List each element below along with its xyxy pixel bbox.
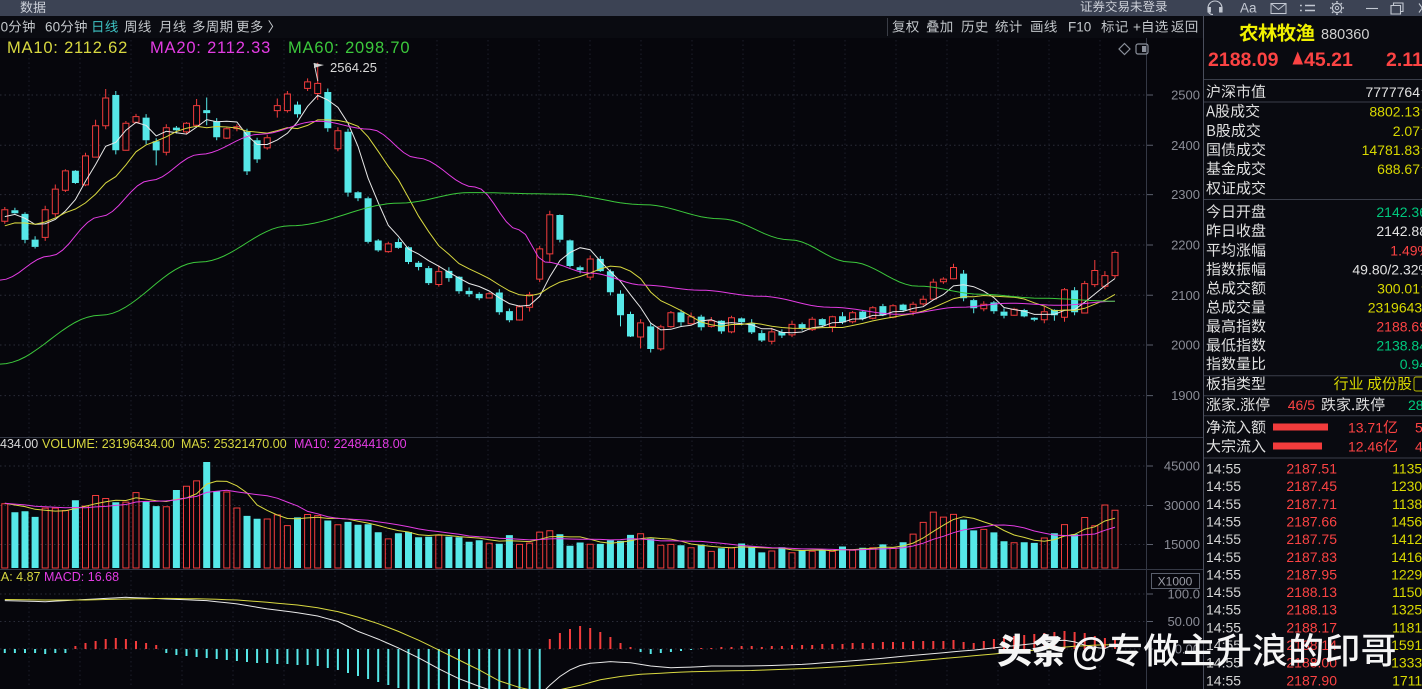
svg-text:14:55: 14:55 bbox=[1206, 672, 1241, 688]
svg-text:23196434: 23196434 bbox=[1368, 300, 1422, 316]
svg-text:688.67: 688.67 bbox=[1377, 161, 1420, 177]
svg-text:MACD: 16.68: MACD: 16.68 bbox=[44, 570, 119, 584]
svg-text:11503: 11503 bbox=[1392, 584, 1422, 600]
svg-text:14123: 14123 bbox=[1391, 531, 1422, 547]
svg-text:49.80/2.32%: 49.80/2.32% bbox=[1352, 262, 1422, 278]
svg-text:14167: 14167 bbox=[1391, 549, 1422, 565]
svg-text:880360: 880360 bbox=[1321, 27, 1369, 43]
svg-text:46/5: 46/5 bbox=[1288, 397, 1315, 413]
svg-text:14:55: 14:55 bbox=[1206, 531, 1241, 547]
svg-text:13257: 13257 bbox=[1391, 602, 1422, 618]
svg-text:1900: 1900 bbox=[1171, 388, 1200, 403]
svg-text:300.01: 300.01 bbox=[1377, 281, 1420, 297]
svg-text:X1000: X1000 bbox=[1158, 575, 1193, 589]
svg-text:100.0: 100.0 bbox=[1167, 587, 1200, 602]
svg-text:13.71: 13.71 bbox=[1348, 420, 1383, 436]
svg-text:2564.25: 2564.25 bbox=[330, 60, 377, 75]
svg-text:14:55: 14:55 bbox=[1206, 566, 1241, 582]
svg-text:2187.71: 2187.71 bbox=[1286, 496, 1337, 512]
svg-text:14781.83: 14781.83 bbox=[1362, 142, 1421, 158]
svg-text:2300: 2300 bbox=[1171, 187, 1200, 202]
svg-text:1.49%: 1.49% bbox=[1390, 243, 1422, 259]
svg-text:2188.17: 2188.17 bbox=[1286, 619, 1337, 635]
svg-text:2188.09: 2188.09 bbox=[1208, 49, 1279, 71]
svg-text:45.21: 45.21 bbox=[1304, 49, 1353, 71]
svg-text:15913: 15913 bbox=[1391, 637, 1422, 653]
svg-text:14:55: 14:55 bbox=[1206, 496, 1241, 512]
svg-text:2188.13: 2188.13 bbox=[1286, 584, 1337, 600]
svg-text:14:55: 14:55 bbox=[1206, 584, 1241, 600]
svg-text:F10: F10 bbox=[1068, 20, 1091, 35]
svg-text:11357: 11357 bbox=[1392, 461, 1422, 477]
svg-text:14:55: 14:55 bbox=[1206, 619, 1241, 635]
svg-text:14:55: 14:55 bbox=[1206, 602, 1241, 618]
svg-text:MA5: 25321470.00: MA5: 25321470.00 bbox=[181, 437, 287, 451]
svg-text:14:55: 14:55 bbox=[1206, 478, 1241, 494]
svg-text:2.07: 2.07 bbox=[1393, 123, 1420, 139]
svg-text:2187.83: 2187.83 bbox=[1286, 549, 1337, 565]
svg-text:2188.00: 2188.00 bbox=[1286, 655, 1337, 671]
svg-text:12297: 12297 bbox=[1391, 566, 1422, 582]
svg-text:MA10: 22484418.00: MA10: 22484418.00 bbox=[294, 437, 407, 451]
svg-text:6: 6 bbox=[45, 20, 53, 35]
svg-text:2187.90: 2187.90 bbox=[1286, 672, 1337, 688]
svg-text:2500: 2500 bbox=[1171, 88, 1200, 103]
svg-text:17113: 17113 bbox=[1392, 672, 1422, 688]
svg-text:MA20: 2112.33: MA20: 2112.33 bbox=[150, 39, 271, 57]
svg-text:45000: 45000 bbox=[1164, 459, 1200, 474]
svg-text:7777764: 7777764 bbox=[1365, 84, 1420, 100]
svg-text:14:55: 14:55 bbox=[1206, 549, 1241, 565]
svg-text:2187.66: 2187.66 bbox=[1286, 513, 1337, 529]
svg-text:2187.95: 2187.95 bbox=[1286, 566, 1337, 582]
svg-text:Aa: Aa bbox=[1240, 1, 1257, 16]
svg-text:2187.45: 2187.45 bbox=[1286, 478, 1337, 494]
svg-text:2100: 2100 bbox=[1171, 288, 1200, 303]
svg-text:14567: 14567 bbox=[1391, 513, 1422, 529]
svg-text:2400: 2400 bbox=[1171, 138, 1200, 153]
svg-text:14:55: 14:55 bbox=[1206, 461, 1241, 477]
svg-text:0: 0 bbox=[1, 20, 9, 35]
svg-text:MA10: 2112.62: MA10: 2112.62 bbox=[7, 39, 128, 57]
svg-text:13337: 13337 bbox=[1391, 655, 1422, 671]
svg-text:2142.36: 2142.36 bbox=[1376, 204, 1422, 220]
svg-text:0: 0 bbox=[53, 20, 61, 35]
svg-text:+: + bbox=[1133, 20, 1141, 35]
svg-text:2000: 2000 bbox=[1171, 338, 1200, 353]
svg-text:434.00: 434.00 bbox=[0, 437, 38, 451]
svg-text:11387: 11387 bbox=[1392, 496, 1422, 512]
svg-text:14:55: 14:55 bbox=[1206, 513, 1241, 529]
svg-text:30000: 30000 bbox=[1164, 498, 1200, 513]
svg-text:2187.51: 2187.51 bbox=[1286, 461, 1337, 477]
svg-text:2188.69: 2188.69 bbox=[1376, 319, 1422, 335]
svg-text:2.11%: 2.11% bbox=[1386, 49, 1422, 71]
svg-text:50.00: 50.00 bbox=[1167, 614, 1200, 629]
svg-text:4: 4 bbox=[1415, 439, 1422, 455]
svg-text:12.46: 12.46 bbox=[1348, 439, 1383, 455]
svg-text:3: 3 bbox=[0, 20, 1, 35]
svg-text:8802.13: 8802.13 bbox=[1369, 104, 1420, 120]
svg-text:12303: 12303 bbox=[1391, 478, 1422, 494]
svg-text:2200: 2200 bbox=[1171, 238, 1200, 253]
svg-text:2188.13: 2188.13 bbox=[1286, 602, 1337, 618]
svg-text:0.94: 0.94 bbox=[1400, 356, 1422, 372]
svg-text:11817: 11817 bbox=[1392, 619, 1422, 635]
svg-text:MA60: 2098.70: MA60: 2098.70 bbox=[288, 39, 410, 57]
svg-text:2138.84: 2138.84 bbox=[1376, 338, 1422, 354]
svg-text:5: 5 bbox=[1415, 420, 1422, 436]
svg-text:2187.75: 2187.75 bbox=[1286, 531, 1337, 547]
svg-text:DEA: 4.87: DEA: 4.87 bbox=[0, 570, 41, 584]
svg-text:28/: 28/ bbox=[1408, 397, 1422, 413]
svg-text:VOLUME: 23196434.00: VOLUME: 23196434.00 bbox=[42, 437, 175, 451]
svg-text:15000: 15000 bbox=[1164, 537, 1200, 552]
svg-text:2142.88: 2142.88 bbox=[1376, 223, 1422, 239]
